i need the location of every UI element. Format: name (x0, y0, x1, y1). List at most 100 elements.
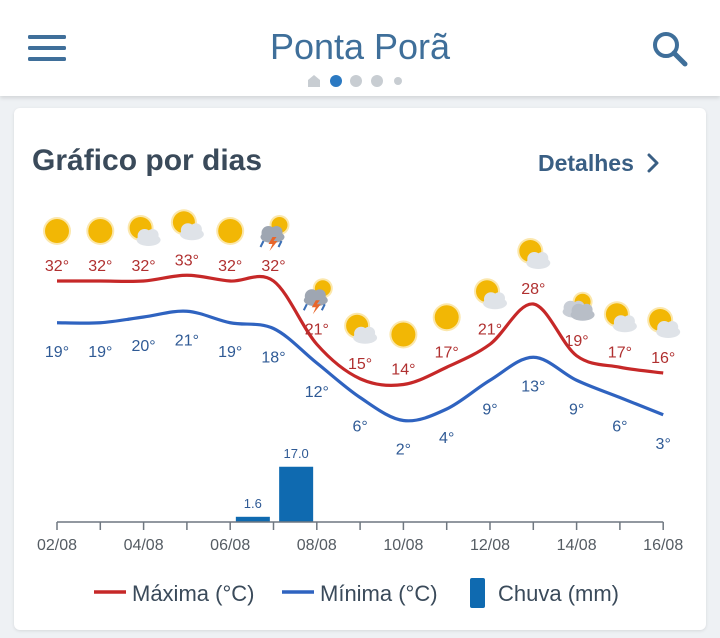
sun-icon (432, 303, 461, 332)
min-temp-label: 19° (88, 344, 112, 361)
x-tick-label: 04/08 (124, 537, 164, 554)
x-tick-label: 14/08 (557, 537, 597, 554)
max-temp-label: 19° (564, 333, 588, 350)
sun-icon (86, 217, 115, 245)
min-temp-label: 13° (521, 378, 545, 395)
rain-drop (320, 303, 326, 311)
max-temp-label: 21° (305, 321, 329, 338)
sun-disc (391, 322, 416, 347)
x-tick-label: 02/08 (37, 537, 77, 554)
details-label: Detalhes (538, 149, 634, 176)
min-temp-label: 20° (131, 338, 155, 355)
min-temp-label: 9° (569, 401, 584, 418)
max-temp-label: 33° (175, 252, 199, 269)
sun-disc (434, 305, 459, 330)
partly-cloudy-icon (127, 215, 161, 246)
x-tick-label: 16/08 (643, 537, 683, 554)
lightning-bolt (268, 237, 278, 251)
rain-bar-label: 1.6 (244, 496, 262, 511)
rain-drop (277, 240, 283, 248)
legend-swatch (470, 578, 485, 608)
min-temp-label: 9° (482, 401, 497, 418)
menu-icon[interactable] (28, 34, 66, 62)
partly-cloudy-icon (474, 278, 507, 310)
page-dot[interactable] (350, 75, 362, 87)
rain-drop (302, 303, 308, 311)
page-indicator (308, 75, 402, 87)
series-line-max (57, 273, 664, 387)
card-title: Gráfico por dias (32, 144, 263, 177)
cloud-part (270, 226, 283, 238)
rain-bar (279, 466, 314, 522)
legend-item[interactable]: Máxima (°C) (94, 581, 254, 606)
cloudy-icon (562, 291, 595, 321)
rain-bar (235, 516, 270, 522)
x-tick-label: 06/08 (210, 537, 250, 554)
max-temp-label: 17° (608, 344, 632, 361)
max-temp-label: 14° (391, 362, 415, 379)
partly-cloudy-icon (647, 307, 681, 338)
max-temp-label: 17° (435, 344, 459, 361)
x-tick-label: 08/08 (297, 537, 337, 554)
max-temp-label: 32° (218, 258, 242, 275)
max-temp-label: 32° (45, 258, 69, 275)
top-app-bar: Ponta Porã (0, 0, 720, 96)
legend-label: Chuva (mm) (498, 581, 619, 606)
cloud-part (189, 223, 202, 236)
city-title: Ponta Porã (269, 26, 451, 67)
min-temp-label: 6° (612, 419, 627, 436)
min-temp-label: 6° (352, 419, 367, 436)
max-temp-label: 16° (651, 350, 675, 367)
search-icon[interactable] (650, 30, 690, 70)
max-temp-label: 32° (131, 258, 155, 275)
daily-chart-card (14, 108, 706, 630)
cloud-part (580, 303, 593, 316)
max-temp-label: 15° (348, 356, 372, 373)
min-temp-label: 12° (305, 384, 329, 401)
legend-label: Mínima (°C) (320, 581, 438, 606)
series-line-min (56, 309, 664, 423)
x-tick-label: 12/08 (470, 537, 510, 554)
sun-icon (389, 320, 418, 349)
page-dot[interactable] (371, 75, 383, 87)
rain-drop (259, 240, 265, 248)
min-temp-label: 18° (261, 350, 285, 367)
rain-bar-label: 17.0 (283, 446, 308, 461)
min-temp-label: 19° (45, 344, 69, 361)
sun-disc (45, 219, 69, 243)
details-link[interactable]: Detalhes (538, 148, 660, 178)
lightning-bolt (311, 300, 321, 315)
sun-icon (216, 217, 245, 245)
sun-disc (218, 219, 243, 243)
page-dot[interactable] (394, 77, 402, 85)
cloud-part (363, 326, 376, 339)
chevron-right-icon (647, 153, 659, 173)
thunderstorm-icon (302, 278, 333, 315)
min-temp-label: 3° (656, 436, 671, 453)
legend-item[interactable]: Mínima (°C) (282, 581, 438, 606)
max-temp-label: 32° (261, 258, 285, 275)
x-tick-label: 10/08 (383, 537, 423, 554)
sun-icon (43, 217, 71, 245)
partly-cloudy-icon (517, 238, 551, 269)
home-page-dot-icon[interactable] (308, 75, 320, 87)
cloud-part (666, 321, 679, 333)
sun-disc (88, 219, 113, 243)
cloud-part (536, 252, 549, 264)
legend-item[interactable]: Chuva (mm) (470, 578, 619, 608)
page-dot-active[interactable] (330, 75, 342, 87)
max-temp-label: 32° (88, 258, 112, 275)
cloud-part (622, 315, 635, 328)
partly-cloudy-icon (170, 209, 204, 241)
max-temp-label: 21° (478, 321, 502, 338)
thunderstorm-icon (259, 215, 290, 251)
min-temp-label: 2° (396, 442, 411, 459)
cloud-part (313, 289, 326, 302)
cloud-part (146, 229, 159, 241)
partly-cloudy-icon (603, 301, 637, 333)
partly-cloudy-icon (344, 312, 378, 344)
cloud-part (493, 292, 505, 305)
max-temp-label: 28° (521, 281, 545, 298)
min-temp-label: 21° (175, 332, 199, 349)
